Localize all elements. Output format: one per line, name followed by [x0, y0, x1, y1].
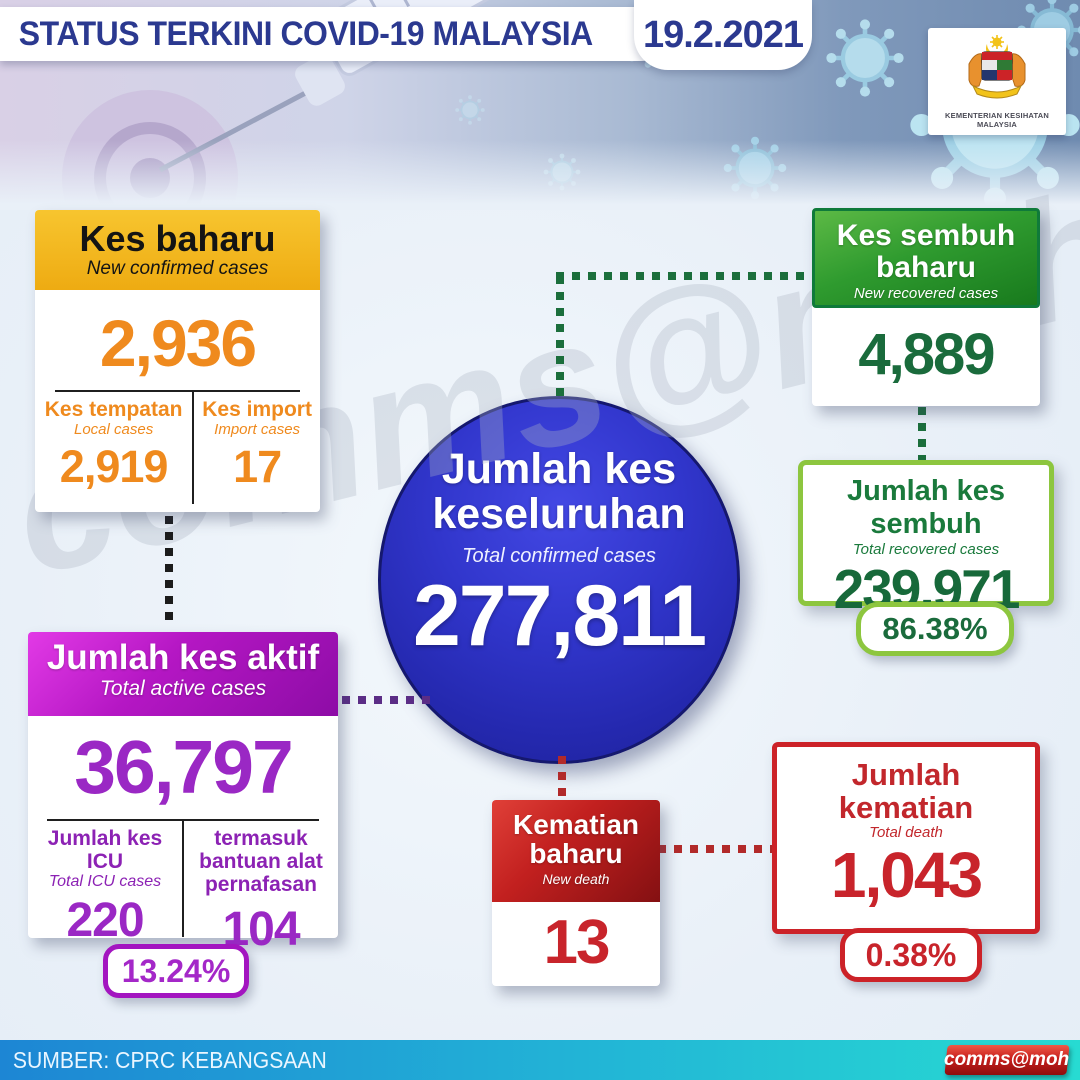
- local-cases-label: Kes tempatan: [44, 398, 183, 421]
- ventilator-column: termasuk bantuan alat pernafasan 104: [184, 821, 338, 954]
- card-header: Kes sembuh baharu New recovered cases: [812, 208, 1040, 308]
- card-subtitle: New confirmed cases: [86, 257, 269, 279]
- box-total-deaths: Jumlah kematian Total death 1,043: [772, 742, 1040, 934]
- card-header: Kematian baharu New death: [492, 800, 660, 902]
- divider: [54, 390, 301, 392]
- local-cases-sublabel: Local cases: [74, 421, 154, 439]
- new-recovered-value: 4,889: [858, 322, 995, 387]
- icu-column: Jumlah kes ICU Total ICU cases 220: [28, 821, 184, 945]
- active-cases-value: 36,797: [74, 725, 293, 809]
- source-text: SUMBER: CPRC KEBANGSAAN: [12, 1047, 327, 1073]
- card-new-deaths: Kematian baharu New death 13: [492, 800, 660, 986]
- icu-sublabel: Total ICU cases: [48, 873, 162, 891]
- total-deaths-title: Jumlah kematian: [838, 757, 974, 825]
- local-cases-value: 2,919: [59, 441, 169, 493]
- import-cases-label: Kes import: [202, 398, 312, 421]
- total-cases-value: 277,811: [412, 568, 707, 664]
- band-fade: [0, 140, 1080, 210]
- total-recovered-subtitle: Total recovered cases: [852, 541, 1000, 558]
- card-new-recovered: Kes sembuh baharu New recovered cases 4,…: [812, 208, 1040, 406]
- card-new-cases: Kes baharu New confirmed cases 2,936 Kes…: [35, 210, 320, 512]
- total-deaths-subtitle: Total death: [869, 824, 943, 842]
- total-cases-title: Jumlah kes keseluruhan: [432, 445, 686, 539]
- card-header: Kes baharu New confirmed cases: [35, 210, 320, 290]
- divider: [46, 819, 320, 821]
- card-title: Jumlah kes aktif: [46, 638, 320, 677]
- connector-deaths-total: [658, 845, 774, 853]
- total-recovered-title: Jumlah kes sembuh: [847, 475, 1005, 540]
- card-active-cases: Jumlah kes aktif Total active cases 36,7…: [28, 632, 338, 954]
- connector-circle-recovered-h: [556, 272, 814, 280]
- card-title: Kes sembuh baharu: [836, 219, 1016, 284]
- pill-death-percent: 0.38%: [840, 928, 982, 982]
- comms-badge-label: comms@moh: [944, 1049, 1070, 1070]
- card-title: Kes baharu: [79, 218, 276, 259]
- import-cases-sublabel: Import cases: [214, 421, 301, 439]
- page-title: STATUS TERKINI COVID-19 MALAYSIA: [18, 15, 593, 53]
- connector-recovered-total: [918, 407, 926, 463]
- card-subtitle: New death: [542, 870, 610, 887]
- footer-bar: SUMBER: CPRC KEBANGSAAN: [0, 1040, 1080, 1080]
- import-cases-value: 17: [233, 441, 282, 493]
- moh-logo-card: KEMENTERIAN KESIHATAN MALAYSIA: [928, 28, 1066, 135]
- local-cases-column: Kes tempatan Local cases 2,919: [35, 392, 195, 504]
- icu-value: 220: [66, 894, 144, 948]
- box-total-recovered: Jumlah kes sembuh Total recovered cases …: [798, 460, 1054, 617]
- card-header: Jumlah kes aktif Total active cases: [28, 632, 338, 716]
- connector-newcases-active: [165, 516, 173, 628]
- icu-label: Jumlah kes ICU: [47, 827, 163, 874]
- comms-badge: comms@moh: [944, 1045, 1070, 1075]
- new-cases-value: 2,936: [99, 306, 257, 380]
- title-banner: STATUS TERKINI COVID-19 MALAYSIA: [0, 7, 668, 61]
- malaysia-coat-of-arms-icon: [968, 35, 1026, 99]
- total-deaths-value: 1,043: [830, 839, 983, 912]
- date-label: 19.2.2021: [642, 13, 804, 56]
- connector-circle-recovered-v: [556, 276, 564, 398]
- pill-active-percent: 13.24%: [103, 944, 249, 998]
- date-box: 19.2.2021: [634, 0, 812, 70]
- connector-circle-deaths: [558, 756, 566, 802]
- card-title: Kematian baharu: [512, 809, 640, 870]
- import-cases-column: Kes import Import cases 17: [194, 392, 320, 504]
- pill-recovered-percent: 86.38%: [856, 602, 1014, 656]
- total-cases-circle: Jumlah kes keseluruhan Total confirmed c…: [378, 396, 740, 764]
- connector-active-circle: [342, 696, 430, 704]
- card-subtitle: Total active cases: [99, 676, 267, 700]
- card-subtitle: New recovered cases: [853, 285, 999, 302]
- new-deaths-value: 13: [543, 908, 611, 977]
- ventilator-label: termasuk bantuan alat pernafasan: [199, 827, 323, 897]
- ministry-name: KEMENTERIAN KESIHATAN MALAYSIA: [945, 111, 1049, 129]
- total-cases-subtitle: Total confirmed cases: [462, 545, 656, 568]
